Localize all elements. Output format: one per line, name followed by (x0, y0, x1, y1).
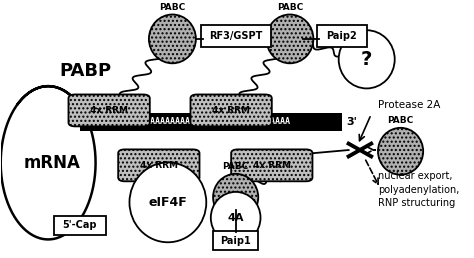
FancyBboxPatch shape (201, 26, 271, 47)
Text: PABC: PABC (159, 3, 185, 12)
Ellipse shape (339, 30, 395, 88)
Text: 4x RRM: 4x RRM (212, 106, 250, 115)
FancyBboxPatch shape (68, 94, 150, 126)
FancyBboxPatch shape (54, 216, 106, 235)
FancyBboxPatch shape (191, 94, 272, 126)
Ellipse shape (129, 163, 206, 242)
Text: 5'-Cap: 5'-Cap (63, 220, 97, 230)
FancyBboxPatch shape (317, 26, 367, 47)
Text: PABC: PABC (387, 116, 414, 125)
Ellipse shape (211, 192, 261, 244)
Text: eIF4F: eIF4F (148, 196, 187, 209)
Text: PABC: PABC (222, 162, 249, 171)
Text: RF3/GSPT: RF3/GSPT (209, 31, 262, 41)
Text: 3': 3' (346, 117, 357, 127)
FancyBboxPatch shape (231, 149, 312, 181)
Text: PABP: PABP (59, 62, 111, 80)
Text: ?: ? (361, 50, 373, 69)
Ellipse shape (213, 174, 258, 221)
Ellipse shape (266, 14, 313, 63)
Text: 4A: 4A (228, 213, 244, 223)
Text: 4x RRM: 4x RRM (253, 161, 291, 170)
Text: AAAAAAAAAAAAAAAAAAAAAAAAAAAAAAAA: AAAAAAAAAAAAAAAAAAAAAAAAAAAAAAAA (131, 117, 291, 126)
Text: Protease 2A: Protease 2A (378, 100, 440, 110)
Ellipse shape (378, 128, 423, 175)
Text: mRNA: mRNA (23, 154, 80, 172)
Text: PABC: PABC (277, 3, 303, 12)
Text: Paip1: Paip1 (220, 236, 251, 246)
FancyBboxPatch shape (118, 149, 200, 181)
FancyBboxPatch shape (80, 113, 342, 131)
FancyBboxPatch shape (213, 231, 258, 250)
Text: 4x RRM: 4x RRM (90, 106, 128, 115)
Ellipse shape (149, 14, 196, 63)
Text: nuclear export,
polyadenylation,
RNP structuring: nuclear export, polyadenylation, RNP str… (378, 171, 459, 208)
Text: 4x RRM: 4x RRM (140, 161, 178, 170)
Text: Paip2: Paip2 (327, 31, 357, 41)
